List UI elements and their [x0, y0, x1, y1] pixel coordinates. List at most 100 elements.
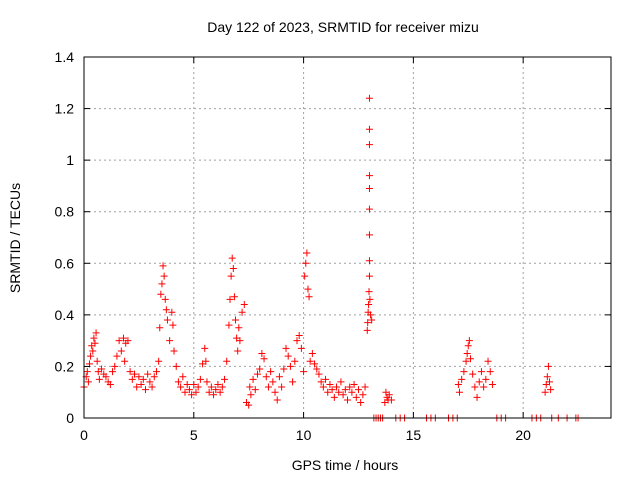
y-tick-label: 0: [66, 410, 74, 426]
data-point: [352, 393, 360, 401]
data-point: [221, 375, 229, 383]
x-tick-label: 10: [296, 427, 312, 443]
data-point: [480, 383, 488, 391]
data-point: [174, 378, 182, 386]
data-point: [484, 357, 492, 365]
data-point: [289, 378, 297, 386]
data-point: [148, 383, 156, 391]
x-axis-label: GPS time / hours: [292, 457, 399, 473]
data-point: [367, 311, 375, 319]
data-point: [201, 344, 209, 352]
data-point: [365, 94, 373, 102]
data-point: [253, 370, 261, 378]
data-point: [546, 378, 554, 386]
data-point: [365, 185, 373, 193]
data-point: [155, 357, 163, 365]
data-point: [236, 337, 244, 345]
data-point: [251, 386, 259, 394]
data-point: [139, 375, 147, 383]
data-point: [111, 362, 119, 370]
data-point: [84, 378, 92, 386]
data-point: [117, 347, 125, 355]
data-point: [348, 388, 356, 396]
data-point: [90, 334, 98, 342]
data-point: [315, 370, 323, 378]
data-point: [341, 386, 349, 394]
data-point: [357, 399, 365, 407]
data-point: [92, 329, 100, 337]
x-tick-label: 0: [80, 427, 88, 443]
data-point: [365, 301, 373, 309]
data-point: [98, 365, 106, 373]
data-point: [188, 391, 196, 399]
data-point: [121, 357, 129, 365]
data-point: [240, 301, 248, 309]
data-point: [306, 357, 314, 365]
data-point: [308, 350, 316, 358]
data-point: [264, 383, 272, 391]
data-point: [89, 347, 97, 355]
data-point: [135, 373, 143, 381]
data-point: [359, 391, 367, 399]
y-tick-label: 1: [66, 152, 74, 168]
data-point: [185, 386, 193, 394]
data-point: [131, 370, 139, 378]
data-point: [235, 324, 243, 332]
data-point: [311, 360, 319, 368]
data-point: [218, 383, 226, 391]
data-point: [344, 396, 351, 404]
data-point: [319, 383, 327, 391]
data-point: [137, 380, 145, 388]
data-point: [146, 378, 154, 386]
data-point: [163, 316, 171, 324]
data-point: [144, 370, 152, 378]
data-point: [471, 383, 479, 391]
grid: [84, 57, 611, 418]
data-point: [304, 285, 312, 293]
data-point: [249, 375, 257, 383]
y-tick-label: 0.8: [55, 204, 75, 220]
data-point: [273, 396, 281, 404]
data-point: [462, 357, 470, 365]
axis-ticks: 0 0.2 0.4 0.6 0.8 1 1.2 1.4 0 5 10 15 20: [55, 49, 611, 443]
x-tick-label: 5: [190, 427, 198, 443]
y-tick-label: 0.6: [55, 255, 75, 271]
data-point: [159, 262, 167, 270]
data-point: [465, 337, 473, 345]
data-point: [455, 388, 463, 396]
data-point: [326, 380, 334, 388]
data-point: [324, 388, 332, 396]
data-point: [365, 205, 373, 213]
data-point: [322, 375, 330, 383]
data-point: [486, 368, 494, 376]
data-point: [102, 373, 110, 381]
data-point: [339, 391, 347, 399]
data-point: [202, 357, 210, 365]
data-point: [161, 295, 169, 303]
data-point: [124, 337, 132, 345]
y-tick-label: 0.2: [55, 358, 75, 374]
data-point: [170, 347, 178, 355]
data-point: [229, 264, 237, 272]
data-point: [365, 231, 373, 239]
data-point: [113, 352, 121, 360]
data-point: [232, 316, 240, 324]
data-point: [196, 375, 204, 383]
data-point: [91, 339, 99, 347]
data-point: [302, 259, 310, 267]
data-point: [120, 334, 128, 342]
data-point: [133, 383, 141, 391]
data-point: [115, 337, 123, 345]
data-point: [278, 383, 286, 391]
data-point: [181, 388, 189, 396]
data-point: [238, 308, 246, 316]
data-point: [363, 326, 371, 334]
data-point: [226, 295, 234, 303]
data-point: [335, 388, 343, 396]
data-point: [366, 295, 374, 303]
data-point: [477, 368, 485, 376]
data-point: [271, 388, 279, 396]
data-point: [365, 172, 373, 180]
data-point: [544, 362, 552, 370]
data-point: [234, 347, 242, 355]
